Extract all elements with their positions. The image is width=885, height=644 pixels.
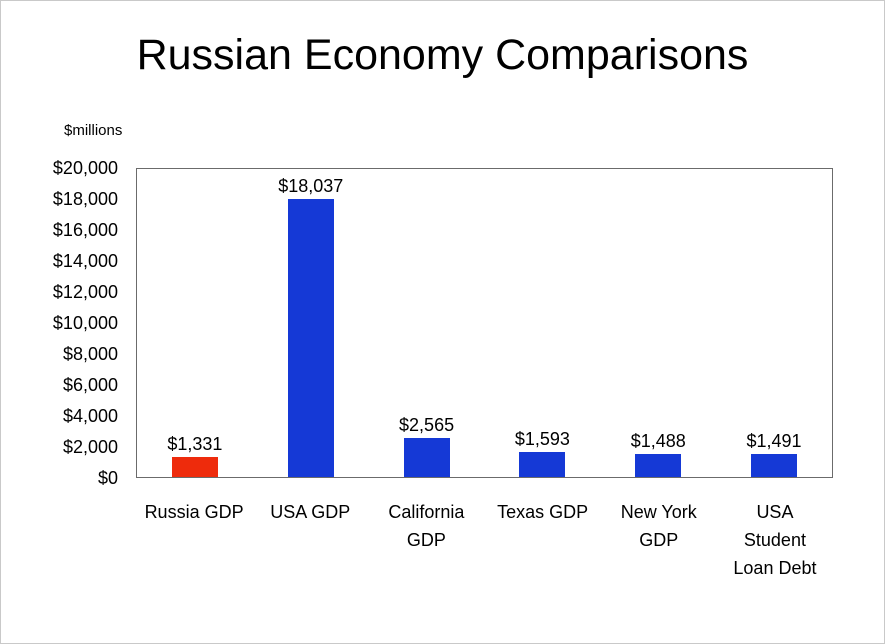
bar-value-label: $1,593: [514, 429, 570, 450]
y-tick-label: $4,000: [62, 406, 118, 426]
bar-value-label: $1,488: [630, 431, 686, 452]
y-tick-label: $6,000: [62, 375, 118, 395]
y-tick-label: $0: [97, 468, 118, 488]
bar-value-label: $1,331: [167, 433, 223, 454]
bar-value-label: $2,565: [399, 414, 455, 435]
y-tick-label: $12,000: [52, 282, 118, 302]
bar: [635, 454, 682, 477]
y-axis-title: $millions: [64, 122, 123, 139]
category-label: California GDP: [388, 502, 465, 550]
y-axis: $0 $2,000 $4,000 $6,000 $8,000 $10,000 $12,000…: [1, 158, 128, 488]
bar: [171, 456, 218, 477]
y-tick-label: $18,000: [52, 189, 118, 209]
category-axis: Russia GDP USA GDP California GDP Texas GDP…: [136, 498, 833, 582]
y-tick-label: $2,000: [62, 437, 118, 457]
bar-slot: $1,491: [716, 169, 832, 477]
bar-value-label: $18,037: [278, 176, 344, 197]
bar-slot: $1,331: [137, 169, 253, 477]
bar-value-label: $1,491: [746, 431, 802, 452]
y-tick-label: $14,000: [52, 251, 118, 271]
plot-area: $1,331 $18,037 $2,565 $1,593 $1,488 $1,491: [136, 168, 833, 478]
category-label: New York GDP: [620, 502, 697, 550]
bar-slot: $18,037: [253, 169, 369, 477]
bar: [751, 454, 798, 477]
bar: [519, 452, 566, 477]
chart-title: Russian Economy Comparisons: [136, 31, 749, 79]
category-label: Russia GDP: [144, 502, 244, 522]
y-tick-label: $20,000: [52, 158, 118, 178]
category-label: USA GDP: [270, 502, 351, 522]
y-tick-label: $8,000: [62, 344, 118, 364]
category-label: Texas GDP: [497, 502, 589, 522]
y-tick-label: $16,000: [52, 220, 118, 240]
bar: [287, 199, 334, 477]
y-tick-label: $10,000: [52, 313, 118, 333]
bar: [403, 437, 450, 477]
bar-slot: $1,488: [600, 169, 716, 477]
bar-slot: $1,593: [484, 169, 600, 477]
bar-slot: $2,565: [369, 169, 485, 477]
category-label: USA Student Loan Debt: [733, 502, 817, 578]
